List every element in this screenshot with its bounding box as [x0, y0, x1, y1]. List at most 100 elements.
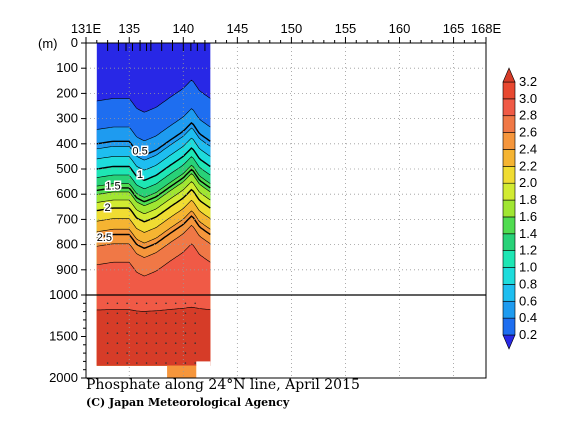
sample-dot: [106, 302, 109, 305]
contour-line: [96, 181, 211, 215]
colorbar: 0.2 0.4 0.6 0.81.0 1.2 1.4 1.6 1.8 2.0 2.2 2.42.6 2…: [502, 67, 537, 350]
colorbar-label: 1.2: [519, 243, 537, 258]
contour-line: [96, 108, 211, 142]
contour-line: [96, 168, 211, 203]
y-tick-label: 900: [56, 262, 78, 277]
sample-dot: [136, 312, 138, 315]
sample-dot: [165, 342, 167, 344]
colorbar-label: 1.8: [519, 192, 537, 207]
sample-dot: [116, 342, 119, 344]
colorbar-label: 2.2: [519, 158, 537, 173]
sample-dot: [184, 352, 187, 354]
sample-dot: [184, 342, 187, 344]
sample-dot: [106, 352, 109, 354]
colorbar-swatch: [502, 250, 516, 268]
fill-band: [167, 365, 197, 378]
y-tick-label: 400: [56, 136, 78, 151]
sample-dot: [165, 362, 167, 364]
sample-dot: [184, 312, 187, 315]
sample-dot: [136, 362, 138, 364]
plot-frame: [85, 42, 487, 379]
section-fill: [96, 43, 211, 378]
colorbar-label: 0.8: [519, 276, 537, 291]
y-tick-label: 800: [56, 237, 78, 252]
sample-dot: [165, 322, 167, 325]
no-data-area: [196, 361, 211, 378]
contour-label: 2.5: [97, 232, 112, 244]
contour-line: [96, 121, 211, 156]
contour-line: [96, 79, 211, 113]
chart-title: Phosphate along 24°N line, April 2015: [86, 377, 360, 393]
sample-dot: [155, 312, 158, 315]
sample-dot: [145, 302, 148, 305]
colorbar-label: 3.0: [519, 91, 537, 106]
sample-dot: [155, 322, 158, 325]
sample-dot: [155, 342, 158, 344]
colorbar-swatch: [502, 149, 516, 167]
colorbar-label: 2.8: [519, 108, 537, 123]
colorbar-label: 2.4: [519, 141, 537, 156]
sample-dot: [165, 332, 167, 334]
x-tick-label: 160: [389, 21, 411, 36]
colorbar-swatch: [502, 284, 516, 302]
x-tick-label: 165: [443, 21, 465, 36]
sample-dot: [145, 352, 148, 354]
contour-line: [96, 156, 211, 190]
sample-dot: [116, 332, 119, 334]
sample-dot: [184, 362, 187, 364]
sample-dot: [106, 322, 109, 325]
contour-line: [96, 127, 211, 161]
contour-line: [96, 147, 211, 181]
sample-dot: [174, 322, 177, 325]
colorbar-label: 0.6: [519, 293, 537, 308]
colorbar-swatch: [502, 182, 516, 201]
y-axis-unit: (m): [38, 36, 58, 51]
sample-dot: [174, 312, 177, 315]
sample-dot: [165, 302, 167, 305]
colorbar-arrow-high: [502, 67, 516, 83]
sample-dot: [174, 342, 177, 344]
sample-dot: [155, 302, 158, 305]
y-tick-label: 2000: [49, 370, 78, 385]
x-tick-label: 155: [335, 21, 357, 36]
contour-label: 2: [105, 202, 111, 214]
sample-dot: [145, 342, 148, 344]
sample-dot: [155, 352, 158, 354]
sample-dot: [126, 312, 128, 315]
contour-line: [96, 173, 211, 207]
sample-dot: [116, 352, 119, 354]
sample-dot: [194, 302, 196, 305]
colorbar-swatch: [502, 98, 516, 117]
sample-dot: [174, 362, 177, 364]
x-tick-label: 150: [281, 21, 303, 36]
sample-dot: [155, 362, 158, 364]
sample-dot: [116, 302, 119, 305]
colorbar-swatch: [502, 199, 516, 218]
contour-line: [96, 137, 211, 171]
sample-dot: [184, 322, 187, 325]
sample-dot: [184, 332, 187, 334]
sample-dot: [106, 342, 109, 344]
sample-dot: [194, 352, 196, 354]
sample-dot: [136, 332, 138, 334]
sample-dot: [126, 342, 128, 344]
sample-dot: [194, 332, 196, 334]
colorbar-arrow-low: [502, 334, 516, 350]
colorbar-label: 3.2: [519, 74, 537, 89]
sample-dot: [136, 342, 138, 344]
sample-dot: [116, 362, 119, 364]
sample-dot: [106, 362, 109, 364]
y-tick-label: 700: [56, 211, 78, 226]
colorbar-label: 2.6: [519, 125, 537, 140]
contour-lines: [96, 79, 211, 312]
contour-line: [96, 306, 211, 312]
x-tick-label: 168E: [471, 21, 502, 36]
contour-line: [96, 164, 211, 198]
y-tick-label: 600: [56, 186, 78, 201]
colorbar-swatch: [502, 300, 516, 319]
contour-label: 1.5: [105, 181, 120, 193]
sample-dot: [165, 352, 167, 354]
sample-dot: [145, 312, 148, 315]
contour-line: [96, 210, 211, 244]
